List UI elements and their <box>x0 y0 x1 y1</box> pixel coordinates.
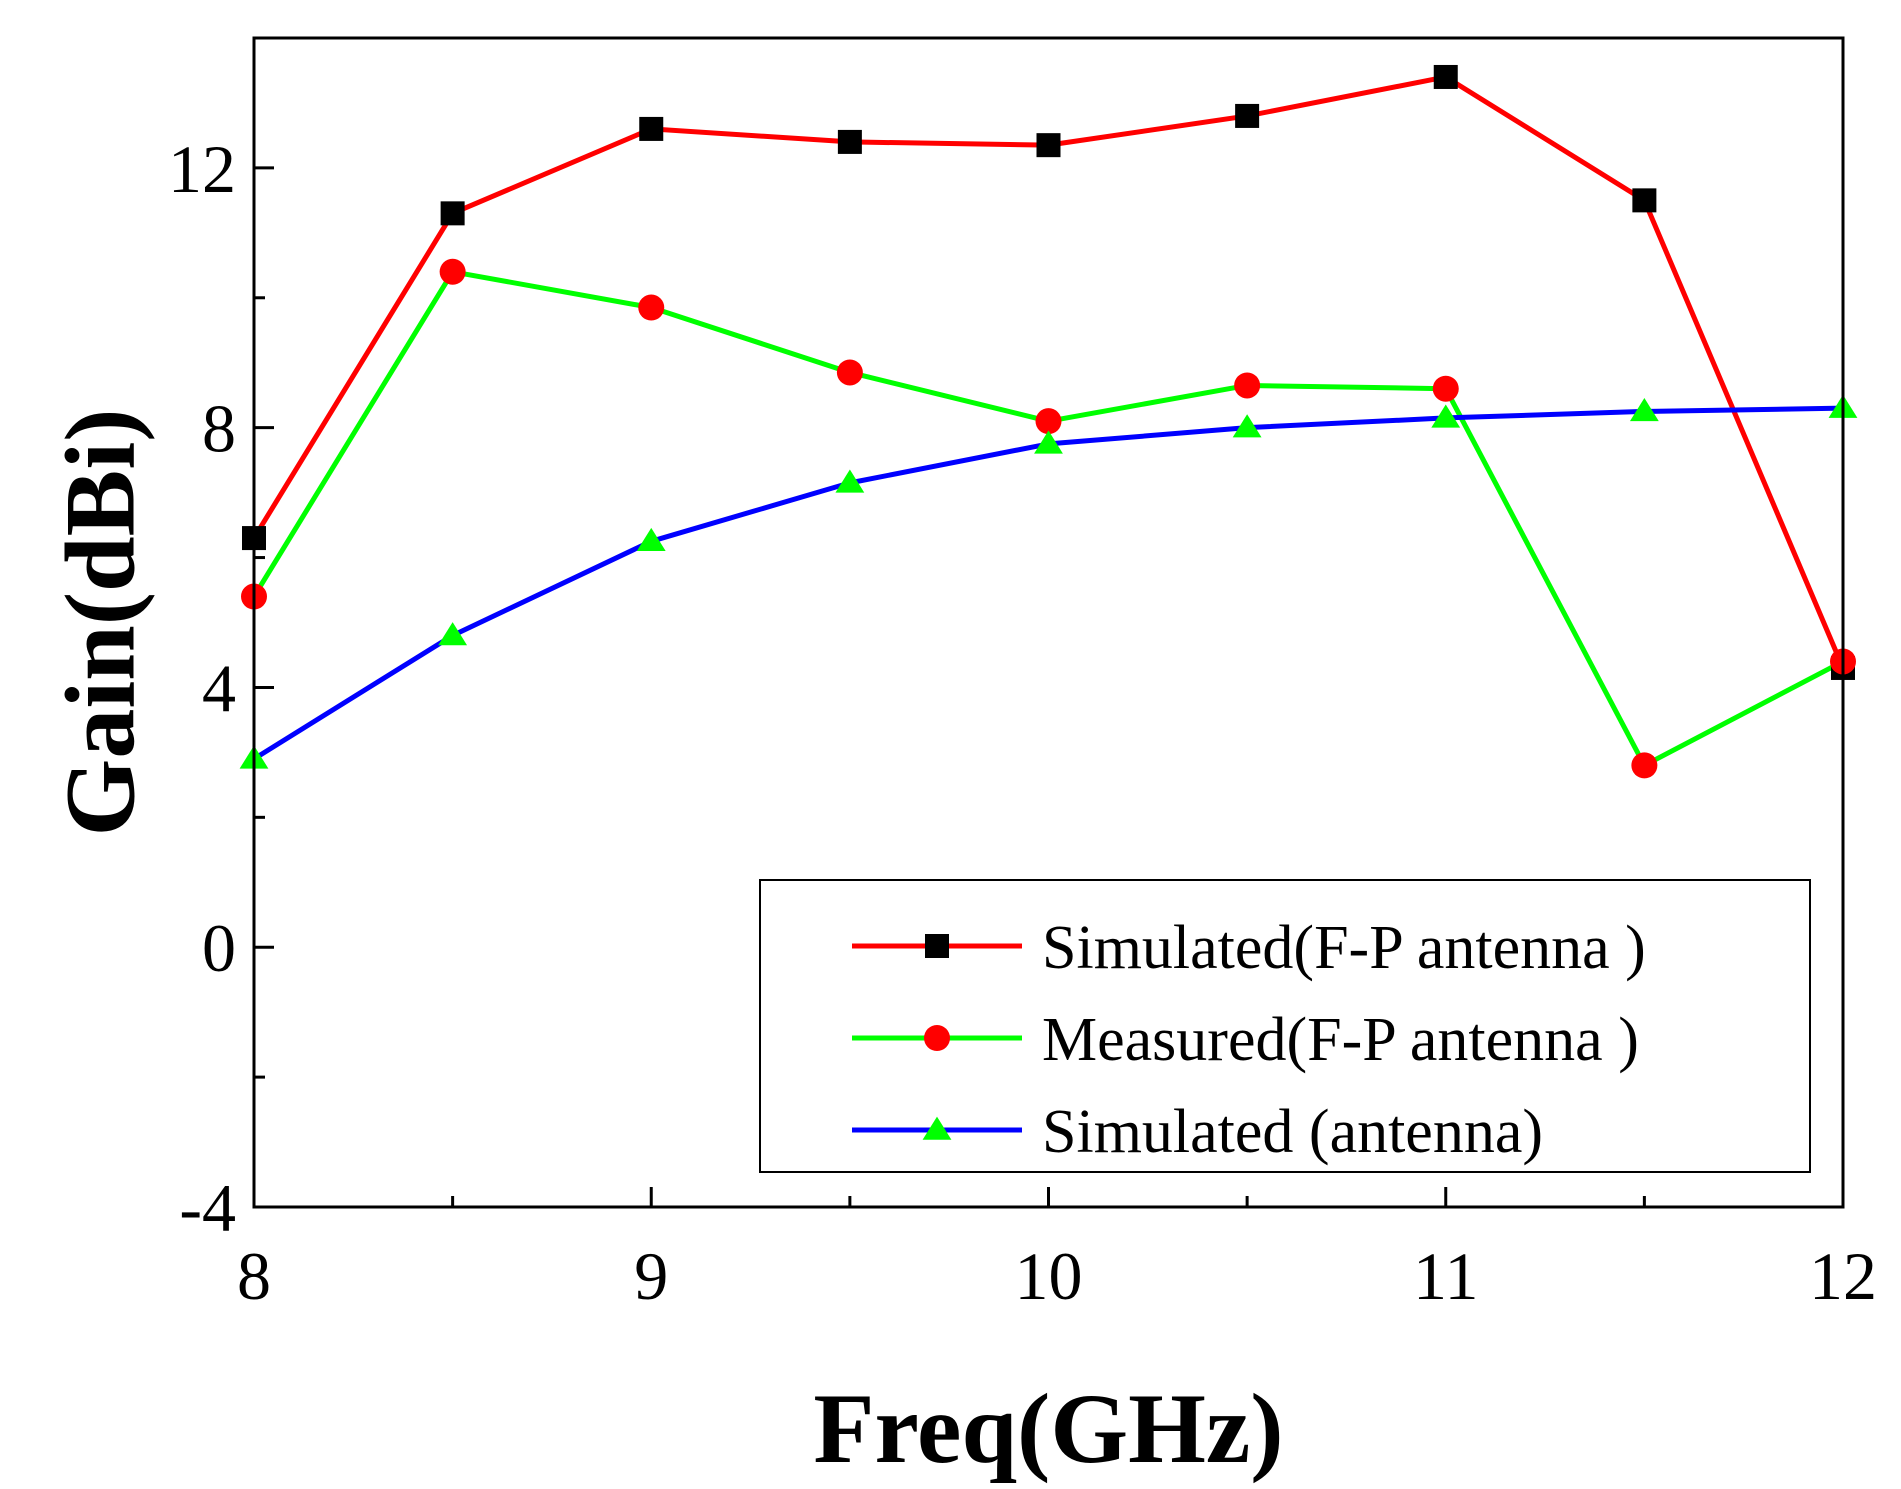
y-tick-label: 0 <box>202 910 236 986</box>
legend-marker-2 <box>924 1025 950 1051</box>
series-3-point <box>636 527 666 552</box>
series-1-point <box>1036 133 1061 158</box>
series-1-point <box>440 201 465 226</box>
x-tick-label: 8 <box>237 1238 271 1314</box>
series-line-3 <box>252 405 1844 762</box>
series-1-point <box>639 116 664 141</box>
series-markers <box>239 64 1858 779</box>
legend-label-2: Measured(F-P antenna ) <box>1042 1006 1639 1074</box>
series-2-point <box>1234 372 1261 399</box>
series-3-point <box>835 469 865 493</box>
y-tick-label: 12 <box>168 131 236 207</box>
x-axis-title: Freq(GHz) <box>813 1373 1283 1484</box>
series-1-point <box>1433 64 1458 89</box>
y-tick-label: 8 <box>202 391 236 467</box>
series-2-point <box>638 294 665 321</box>
legend-marker-3 <box>922 1116 952 1140</box>
series-3-point <box>1232 414 1262 438</box>
legend-label-1: Simulated(F-P antenna ) <box>1042 914 1646 982</box>
series-2-point <box>439 258 466 285</box>
x-tick-label: 10 <box>1015 1238 1083 1314</box>
legend-marker-1 <box>925 934 949 958</box>
series-2-point <box>1035 408 1062 435</box>
y-axis-title: Gain(dBi) <box>45 409 156 837</box>
series-3-point <box>1431 404 1461 428</box>
series-3-point <box>1629 398 1659 422</box>
series-line-1 <box>251 74 1846 669</box>
series-1-point <box>1632 188 1657 213</box>
legend-label-3: Simulated (antenna) <box>1042 1098 1543 1166</box>
x-tick-label: 11 <box>1413 1238 1478 1314</box>
series-2-point <box>1631 752 1658 779</box>
y-tick-label: 4 <box>202 650 236 726</box>
series-3-point <box>438 622 468 646</box>
y-tick-label: -4 <box>179 1170 236 1246</box>
x-tick-label: 9 <box>634 1238 668 1314</box>
series-line-2 <box>251 269 1845 768</box>
series-2-point <box>1432 375 1459 402</box>
x-tick-label: 12 <box>1809 1238 1877 1314</box>
y-axis-ticks: -4 0 4 8 12 <box>168 36 274 1246</box>
series-1-point <box>837 129 862 154</box>
series-1-point <box>1235 103 1260 128</box>
series-3-point <box>1034 430 1063 454</box>
legend: Simulated(F-P antenna ) Measured(F-P ante… <box>759 879 1811 1173</box>
series-2-point <box>836 359 863 386</box>
x-axis-ticks: 8 9 10 11 12 <box>237 1187 1877 1314</box>
